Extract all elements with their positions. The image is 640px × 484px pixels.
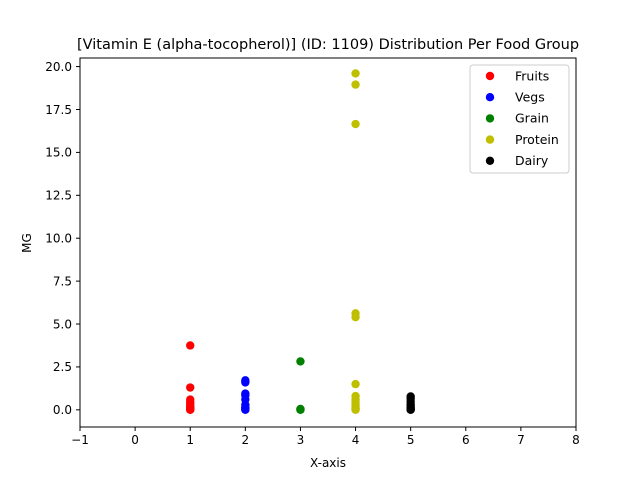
legend-marker-protein (485, 135, 495, 144)
data-point-protein (351, 80, 360, 89)
plot-frame (79, 57, 577, 428)
legend-label-grain: Grain (515, 111, 549, 126)
plot-area (79, 57, 577, 428)
y-tick-label: 12.5 (45, 189, 72, 203)
data-point-vegs (241, 405, 250, 415)
x-tick-label: 4 (352, 433, 360, 447)
x-tick-label: 5 (407, 433, 415, 447)
legend-label-vegs: Vegs (515, 90, 545, 105)
legend-marker-fruits (485, 71, 495, 81)
y-tick-label: 7.5 (53, 274, 72, 288)
x-tick-label: 6 (462, 433, 470, 447)
y-tick-label: 0.0 (53, 403, 72, 417)
x-tick-label: 0 (131, 433, 139, 447)
legend-marker-grain (485, 114, 495, 123)
x-axis: −1 0 1 2 3 4 5 6 7 8 (71, 427, 580, 447)
data-point-fruits (186, 383, 195, 392)
x-tick-label: 3 (297, 433, 305, 447)
chart-title: [Vitamin E (alpha-tocopherol)] (ID: 1109… (77, 37, 579, 53)
data-point-protein (351, 69, 360, 78)
data-point-vegs (241, 378, 250, 387)
legend-box (469, 64, 570, 174)
data-point-grain (296, 357, 305, 366)
legend: Fruits Vegs Grain Protein Dairy (469, 64, 570, 174)
data-point-protein (351, 119, 360, 129)
legend-marker-vegs (485, 93, 495, 102)
legend-label-dairy: Dairy (515, 153, 549, 168)
x-tick-label: 1 (186, 433, 194, 447)
y-tick-label: 2.5 (53, 360, 72, 374)
x-tick-label: 7 (517, 433, 525, 447)
y-axis-label: MG (20, 233, 34, 253)
y-axis: 0.0 2.5 5.0 7.5 10.0 12.5 15.0 17.5 20.0 (45, 60, 80, 417)
data-point-protein (351, 312, 360, 322)
x-tick-label: 2 (242, 433, 250, 447)
y-tick-label: 17.5 (45, 103, 72, 117)
y-tick-label: 20.0 (45, 60, 72, 74)
data-point-fruits (186, 341, 195, 350)
data-point-dairy (406, 405, 415, 415)
data-points (186, 69, 415, 415)
data-point-fruits (186, 405, 195, 415)
x-axis-label: X-axis (310, 456, 346, 470)
y-tick-label: 15.0 (45, 146, 72, 160)
y-tick-label: 10.0 (45, 232, 72, 246)
legend-label-protein: Protein (515, 132, 559, 147)
legend-label-fruits: Fruits (515, 68, 549, 83)
data-point-grain (296, 405, 305, 415)
data-point-protein (351, 405, 360, 415)
data-point-protein (351, 379, 360, 389)
x-tick-label: 8 (572, 433, 580, 447)
y-tick-label: 5.0 (53, 317, 72, 331)
legend-marker-dairy (485, 156, 495, 165)
x-tick-label: −1 (71, 433, 89, 447)
